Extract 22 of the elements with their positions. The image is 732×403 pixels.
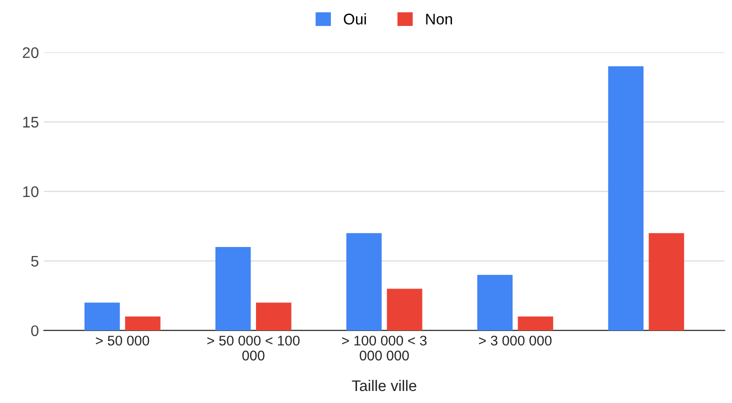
- bar: [256, 302, 292, 330]
- bar: [215, 247, 251, 330]
- bar: [477, 274, 513, 330]
- x-axis-title: Taille ville: [352, 380, 416, 392]
- y-tick-label: 20: [22, 47, 38, 58]
- bar: [608, 66, 644, 330]
- bar: [84, 302, 120, 330]
- y-tick-label: 0: [31, 325, 38, 336]
- x-tick-label: > 3 000 000: [479, 336, 552, 346]
- bar: [518, 316, 554, 330]
- x-tick-label: > 100 000 < 3 000 000: [342, 336, 427, 360]
- bar: [648, 233, 684, 330]
- x-tick-label: > 50 000 < 100 000: [207, 336, 300, 360]
- y-tick-label: 10: [23, 186, 38, 198]
- bar: [125, 316, 160, 330]
- x-tick-label: > 50 000: [96, 336, 150, 346]
- y-tick-label: 5: [31, 256, 38, 267]
- legend-label: Non: [426, 14, 452, 24]
- bar: [346, 233, 382, 330]
- y-tick-label: 15: [23, 116, 38, 128]
- legend-label: Oui: [344, 13, 366, 24]
- bar: [386, 288, 422, 330]
